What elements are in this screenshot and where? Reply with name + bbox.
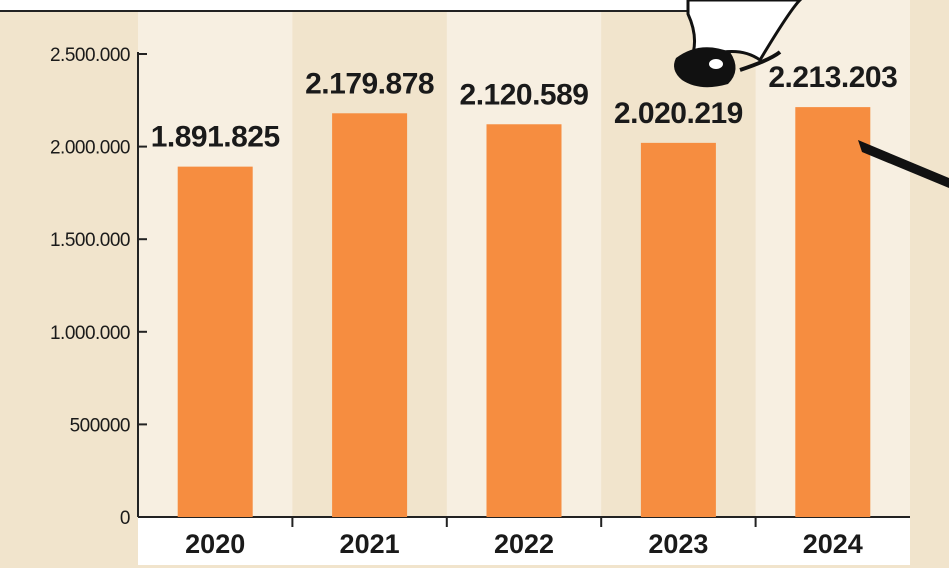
bar (332, 113, 408, 517)
decorative-stroke (739, 50, 782, 72)
y-tick-label: 500000 (70, 415, 130, 436)
decorative-eye (709, 59, 723, 69)
data-label: 2.213.203 (768, 61, 897, 94)
y-tick-label: 0 (120, 508, 130, 529)
bar (795, 107, 871, 517)
data-label: 2.020.219 (614, 97, 743, 130)
data-label: 1.891.825 (151, 121, 280, 154)
y-tick-label: 1.000.000 (50, 323, 130, 344)
y-tick-label: 1.500.000 (50, 230, 130, 251)
y-tick-label: 2.000.000 (50, 138, 130, 159)
x-tick-label: 2022 (494, 529, 554, 559)
decorative-pointer-line (858, 140, 949, 188)
x-tick-label: 2023 (648, 529, 708, 559)
x-tick-label: 2020 (185, 529, 245, 559)
bar (486, 124, 562, 518)
x-tick-label: 2021 (340, 529, 400, 559)
decorative-nose-shape (674, 47, 736, 88)
decorative-illustration (686, 0, 803, 65)
bar (640, 142, 716, 517)
x-tick-label: 2024 (803, 529, 863, 559)
data-label: 2.120.589 (460, 78, 589, 111)
y-tick-label: 2.500.000 (50, 45, 130, 66)
top-header-strip (0, 0, 690, 10)
bar (177, 166, 253, 517)
data-label: 2.179.878 (305, 67, 434, 100)
x-label-strip (138, 517, 910, 565)
